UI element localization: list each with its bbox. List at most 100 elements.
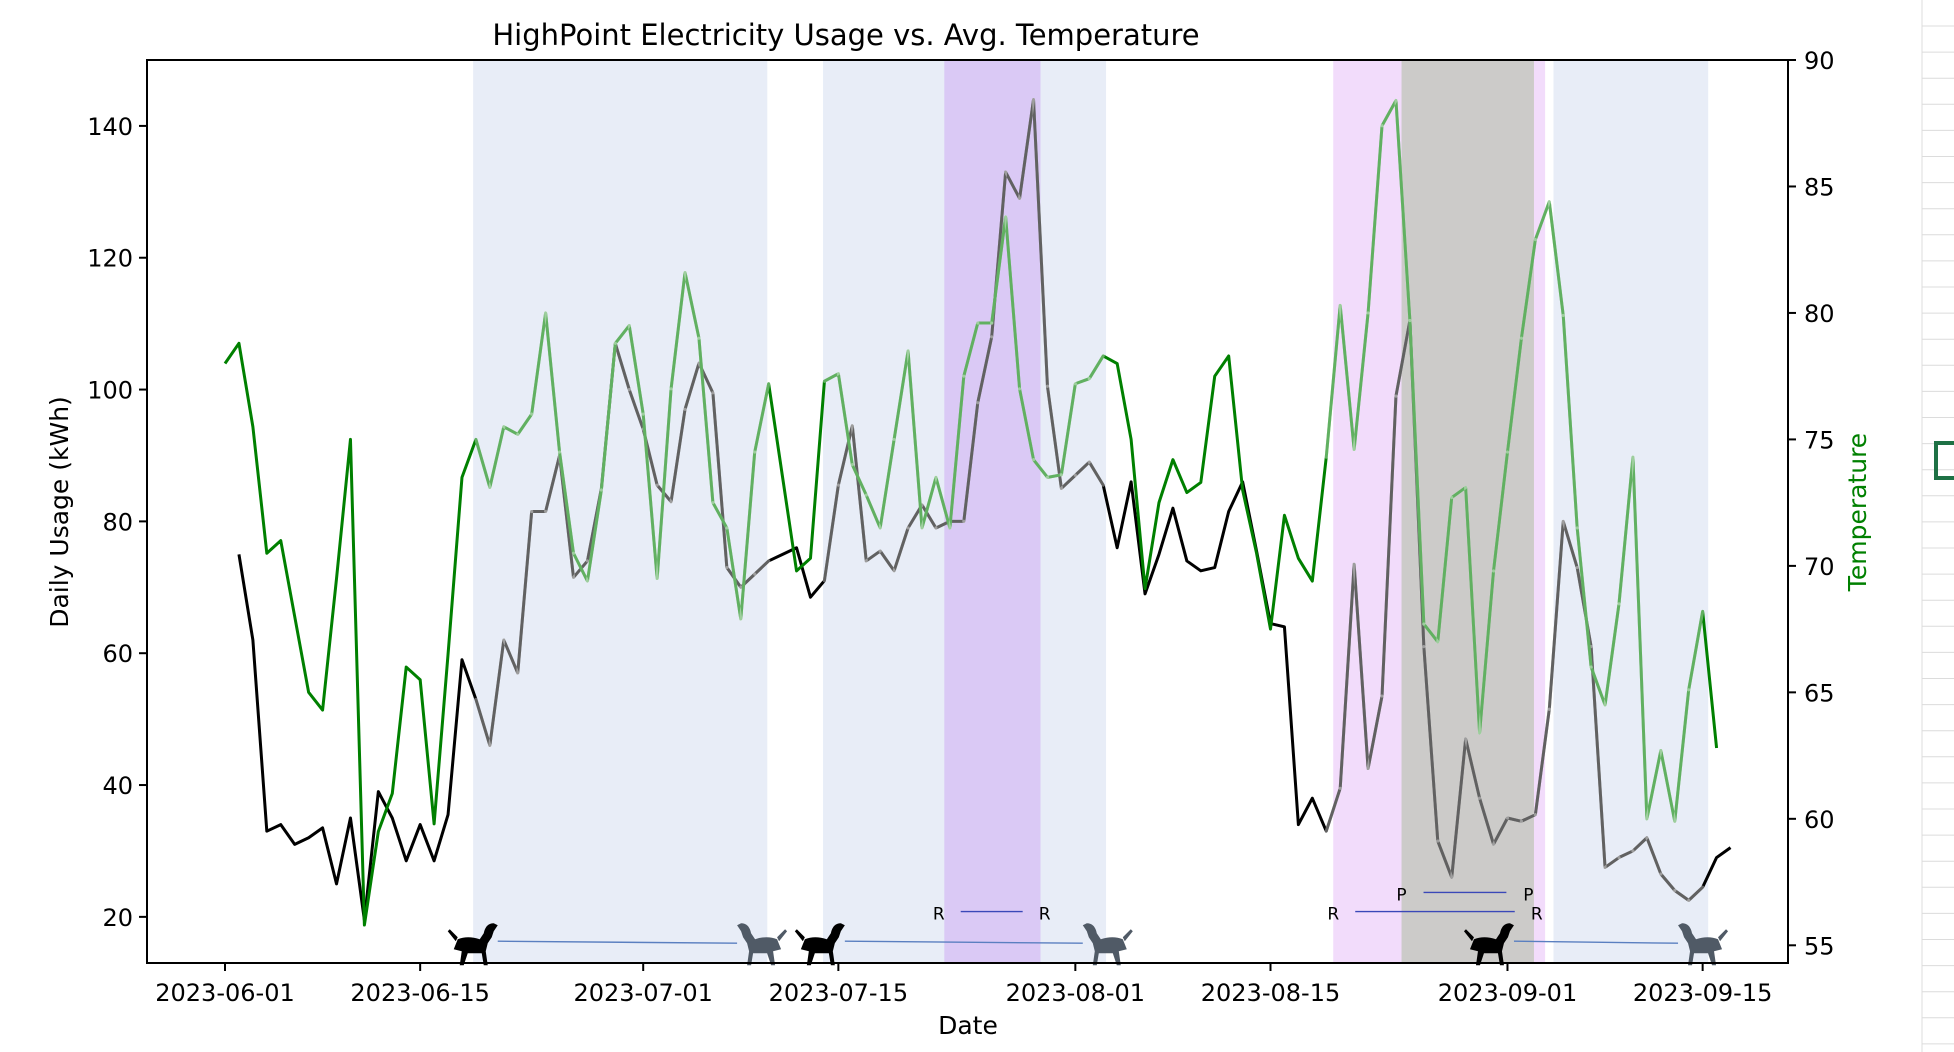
y2-tick-label: 80	[1804, 300, 1835, 328]
line-fade-segment	[1547, 519, 1565, 711]
line-fade-segment	[1687, 609, 1705, 692]
dog-span-line	[1513, 940, 1679, 944]
line-fade-segment	[1673, 688, 1691, 823]
selection-box	[1934, 441, 1954, 480]
line-fade-segment	[1017, 97, 1036, 201]
x-tick-label: 2023-09-01	[1438, 979, 1577, 1007]
line-fade-segment	[1659, 872, 1677, 893]
line-fade-segment	[669, 407, 687, 504]
usage-line	[237, 98, 1732, 922]
line-fade-segment	[1059, 382, 1077, 477]
line-fade-segment	[641, 412, 659, 581]
line-fade-segment	[1017, 387, 1036, 462]
line-fade-segment	[1004, 170, 1022, 201]
line-fade-segment	[753, 559, 771, 576]
line-fade-segment	[1394, 318, 1412, 398]
line-fade-segment	[892, 349, 910, 442]
dog-shape	[1082, 923, 1133, 966]
line-fade-segment	[544, 453, 562, 514]
temperature-series	[223, 98, 1719, 927]
line-fade-segment	[990, 215, 1008, 325]
line-fade-segment	[683, 270, 701, 340]
line-fade-segment	[864, 493, 882, 530]
line-fade-segment	[822, 372, 840, 383]
line-fade-segment	[557, 450, 576, 555]
line-fade-segment	[502, 638, 520, 675]
line-fade-segment	[1422, 645, 1440, 843]
x-tick-label: 2023-06-15	[350, 979, 489, 1007]
line-fade-segment	[1589, 665, 1607, 707]
y-tick-label: 140	[87, 113, 133, 141]
line-fade-segment	[1589, 645, 1607, 870]
line-fade-segment	[892, 526, 910, 573]
x-tick-label: 2023-07-15	[769, 979, 908, 1007]
dog-shape	[1463, 923, 1514, 966]
line-fade-segment	[822, 483, 840, 583]
shaded-region-5	[1553, 60, 1709, 963]
line-fade-segment	[1408, 318, 1426, 626]
dog-shape	[794, 923, 845, 966]
side-spreadsheet-edge	[1921, 0, 1954, 1052]
line-fade-segment	[976, 335, 994, 405]
line-fade-segment	[1059, 473, 1077, 491]
y2-tick-label: 55	[1804, 932, 1835, 960]
line-fade-segment	[516, 412, 534, 436]
dog-icon	[1678, 923, 1729, 966]
line-fade-segment	[836, 372, 854, 467]
label-span-start: R	[1327, 905, 1339, 925]
shaded-region-2	[944, 60, 1041, 963]
line-fade-segment	[1561, 313, 1579, 530]
line-fade-segment	[1533, 707, 1551, 817]
line-fade-segment	[613, 323, 631, 345]
line-fade-segment	[711, 501, 729, 530]
y2-tick-label: 85	[1804, 173, 1835, 201]
line-fade-segment	[1366, 124, 1384, 315]
y2-tick-label: 65	[1804, 679, 1835, 707]
line-fade-segment	[878, 549, 896, 573]
dog-icon	[1463, 923, 1514, 966]
line-fade-segment	[1045, 384, 1064, 491]
line-fade-segment	[474, 697, 492, 748]
y-tick-label: 100	[87, 377, 133, 405]
y2-tick-label: 75	[1804, 426, 1835, 454]
y2-tick-label: 60	[1804, 806, 1835, 834]
line-fade-segment	[1324, 303, 1342, 459]
line-fade-segment	[1450, 485, 1468, 500]
line-fade-segment	[655, 387, 673, 581]
x-tick-label: 2023-09-15	[1633, 979, 1772, 1007]
line-fade-segment	[1045, 473, 1064, 479]
line-fade-segment	[1436, 839, 1454, 879]
label-span-end: P	[1523, 885, 1533, 905]
line-fade-segment	[920, 503, 938, 530]
line-fade-segment	[1380, 394, 1398, 698]
line-fade-segment	[1491, 450, 1510, 573]
line-fade-segment	[1575, 526, 1593, 669]
line-fade-segment	[1380, 98, 1398, 128]
line-fade-segment	[948, 374, 966, 530]
chart-title: HighPoint Electricity Usage vs. Avg. Tem…	[492, 18, 1199, 52]
line-fade-segment	[934, 475, 952, 530]
y-tick-label: 60	[102, 640, 133, 668]
line-fade-segment	[1547, 200, 1565, 318]
line-fade-segment	[683, 361, 701, 411]
line-fade-segment	[1505, 336, 1524, 454]
line-fade-segment	[1352, 311, 1370, 452]
line-fade-segment	[1603, 602, 1621, 707]
line-fade-segment	[753, 382, 771, 454]
line-fade-segment	[1352, 562, 1370, 771]
line-fade-segment	[1631, 455, 1649, 821]
y-tick-label: 40	[102, 772, 133, 800]
line-fade-segment	[1338, 562, 1356, 790]
y2-tick-label: 70	[1804, 553, 1835, 581]
label-span-end: R	[1531, 905, 1543, 925]
x-axis-label: Date	[938, 1011, 998, 1040]
line-fade-segment	[1687, 885, 1705, 902]
line-fade-segment	[962, 321, 980, 378]
x-axis: 2023-06-01 2023-06-15 2023-07-01 2023-07-15…	[155, 963, 1772, 1007]
line-fade-segment	[1338, 303, 1356, 452]
y-axis-label: Daily Usage (kWh)	[45, 396, 74, 628]
line-fade-segment	[502, 425, 520, 436]
line-fade-segment	[1004, 215, 1022, 391]
line-fade-segment	[1366, 694, 1384, 771]
